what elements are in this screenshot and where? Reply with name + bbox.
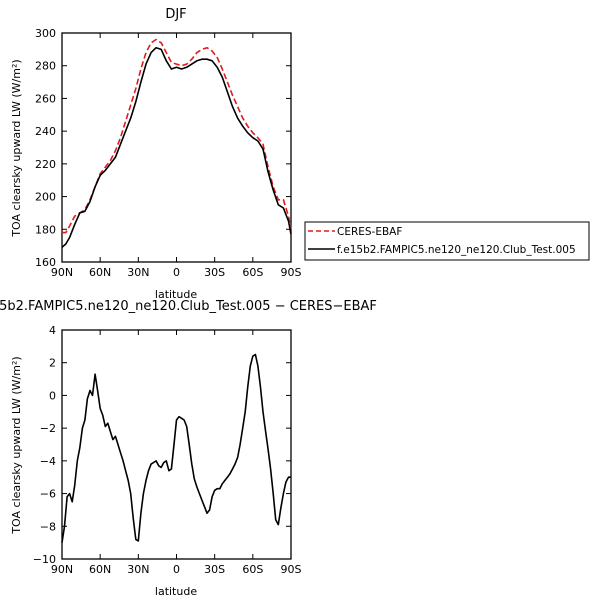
top-series <box>61 38 292 248</box>
y-tick-label: −8 <box>40 520 56 533</box>
bottom-y-axis: −10 −8 −6 −4 −2 0 2 4 <box>33 324 291 566</box>
y-tick-label: 160 <box>35 256 56 269</box>
legend: CERES-EBAF f.e15b2.FAMPIC5.ne120_ne120.C… <box>304 221 590 261</box>
y-tick-label: 4 <box>49 324 56 337</box>
bottom-panel-title: f.e15b2.FAMPIC5.ne120_ne120.Club_Test.00… <box>0 299 377 314</box>
x-tick-label: 30N <box>127 563 149 576</box>
y-tick-label: 2 <box>49 357 56 370</box>
x-tick-label: 60N <box>89 563 111 576</box>
top-panel: DJF 160 180 200 220 240 260 280 300 90N 60N 30N 0 3… <box>10 7 302 301</box>
bottom-plot-frame <box>61 329 292 560</box>
x-tick-label: 30S <box>204 266 225 279</box>
x-tick-label: 90S <box>281 266 302 279</box>
legend-label-model: f.e15b2.FAMPIC5.ne120_ne120.Club_Test.00… <box>337 244 576 256</box>
legend-label-ceres: CERES-EBAF <box>337 226 402 238</box>
top-x-axis: 90N 60N 30N 0 30S 60S 90S <box>51 33 302 279</box>
y-tick-label: −2 <box>40 422 56 435</box>
x-tick-label: 0 <box>173 266 180 279</box>
series-line-0-1 <box>61 46 292 248</box>
y-tick-label: 180 <box>35 223 56 236</box>
y-tick-label: −10 <box>33 553 56 566</box>
top-x-axis-label: latitude <box>155 288 197 301</box>
x-tick-label: 60S <box>242 266 263 279</box>
y-tick-label: 240 <box>35 125 56 138</box>
x-tick-label: 0 <box>173 563 180 576</box>
bottom-panel: f.e15b2.FAMPIC5.ne120_ne120.Club_Test.00… <box>0 299 377 598</box>
y-tick-label: 260 <box>35 92 56 105</box>
bottom-x-axis: 90N 60N 30N 0 30S 60S 90S <box>51 330 302 576</box>
series-line-1-0 <box>61 353 291 543</box>
y-tick-label: 220 <box>35 158 56 171</box>
y-tick-label: 0 <box>49 389 56 402</box>
y-tick-label: 200 <box>35 191 56 204</box>
x-tick-label: 90N <box>51 563 73 576</box>
x-tick-label: 30N <box>127 266 149 279</box>
y-tick-label: 280 <box>35 60 56 73</box>
y-tick-label: 300 <box>35 27 56 40</box>
top-y-axis: 160 180 200 220 240 260 280 300 <box>35 27 291 269</box>
bottom-y-axis-label: TOA clearsky upward LW (W/m²) <box>10 356 23 534</box>
top-panel-title: DJF <box>165 7 186 22</box>
x-tick-label: 90S <box>281 563 302 576</box>
x-tick-label: 30S <box>204 563 225 576</box>
bottom-x-axis-label: latitude <box>155 585 197 598</box>
legend-box <box>304 221 590 261</box>
y-tick-label: −6 <box>40 488 56 501</box>
bottom-series <box>61 353 291 543</box>
y-tick-label: −4 <box>40 455 56 468</box>
top-y-axis-label: TOA clearsky upward LW (W/m²) <box>10 59 23 237</box>
x-tick-label: 60S <box>242 563 263 576</box>
x-tick-label: 90N <box>51 266 73 279</box>
x-tick-label: 60N <box>89 266 111 279</box>
series-line-0-0 <box>62 38 292 234</box>
